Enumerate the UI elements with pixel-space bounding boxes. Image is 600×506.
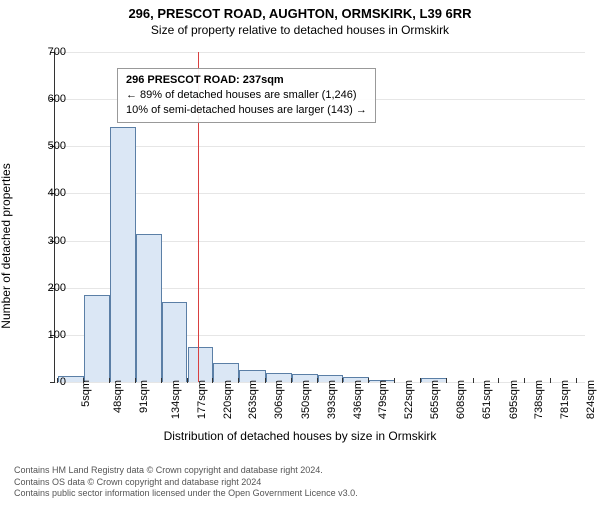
xtick-mark	[83, 378, 84, 383]
xtick-label: 350sqm	[300, 380, 312, 419]
xtick-mark	[420, 378, 421, 383]
footer-line: Contains HM Land Registry data © Crown c…	[14, 465, 358, 477]
histogram-bar	[110, 127, 136, 382]
xtick-label: 263sqm	[248, 380, 260, 419]
xtick-label: 522sqm	[404, 380, 416, 419]
info-line: 296 PRESCOT ROAD: 237sqm	[126, 73, 367, 88]
xtick-mark	[576, 378, 577, 383]
histogram-bar	[84, 295, 110, 382]
xtick-label: 436sqm	[352, 380, 364, 419]
ytick-label: 300	[26, 235, 66, 247]
x-axis-label: Distribution of detached houses by size …	[0, 429, 600, 443]
xtick-mark	[368, 378, 369, 383]
xtick-label: 651sqm	[481, 380, 493, 419]
xtick-mark	[238, 378, 239, 383]
xtick-label: 738sqm	[534, 380, 546, 419]
xtick-label: 695sqm	[508, 380, 520, 419]
xtick-label: 824sqm	[585, 380, 597, 419]
xtick-mark	[498, 378, 499, 383]
ytick-label: 200	[26, 282, 66, 294]
xtick-label: 608sqm	[455, 380, 467, 419]
xtick-mark	[109, 378, 110, 383]
xtick-label: 479sqm	[378, 380, 390, 419]
chart-subtitle: Size of property relative to detached ho…	[0, 23, 600, 37]
xtick-label: 48sqm	[112, 380, 124, 413]
xtick-label: 393sqm	[326, 380, 338, 419]
xtick-mark	[473, 378, 474, 383]
xtick-mark	[57, 378, 58, 383]
chart-container: 296, PRESCOT ROAD, AUGHTON, ORMSKIRK, L3…	[0, 6, 600, 506]
xtick-label: 134sqm	[170, 380, 182, 419]
xtick-label: 91sqm	[138, 380, 150, 413]
xtick-mark	[135, 378, 136, 383]
xtick-label: 565sqm	[429, 380, 441, 419]
xtick-mark	[187, 378, 188, 383]
y-axis-label: Number of detached properties	[0, 163, 13, 328]
footer-line: Contains public sector information licen…	[14, 488, 358, 500]
xtick-mark	[524, 378, 525, 383]
xtick-label: 5sqm	[80, 380, 92, 407]
xtick-label: 177sqm	[196, 380, 208, 419]
histogram-bar	[188, 347, 214, 382]
xtick-mark	[265, 378, 266, 383]
plot-area: 296 PRESCOT ROAD: 237sqm← 89% of detache…	[54, 52, 585, 383]
xtick-mark	[394, 378, 395, 383]
info-box: 296 PRESCOT ROAD: 237sqm← 89% of detache…	[117, 68, 376, 123]
xtick-label: 781sqm	[560, 380, 572, 419]
gridline	[55, 52, 585, 53]
xtick-mark	[212, 378, 213, 383]
xtick-mark	[317, 378, 318, 383]
xtick-mark	[342, 378, 343, 383]
info-line: ← 89% of detached houses are smaller (1,…	[126, 88, 367, 103]
footer-attribution: Contains HM Land Registry data © Crown c…	[14, 465, 358, 500]
histogram-bar	[136, 234, 162, 383]
ytick-label: 400	[26, 187, 66, 199]
xtick-mark	[550, 378, 551, 383]
chart-title: 296, PRESCOT ROAD, AUGHTON, ORMSKIRK, L3…	[0, 6, 600, 21]
footer-line: Contains OS data © Crown copyright and d…	[14, 477, 358, 489]
ytick-label: 700	[26, 46, 66, 58]
ytick-label: 0	[26, 376, 66, 388]
xtick-mark	[291, 378, 292, 383]
chart-area: Number of detached properties 296 PRESCO…	[0, 48, 600, 443]
xtick-mark	[161, 378, 162, 383]
xtick-label: 306sqm	[273, 380, 285, 419]
xtick-label: 220sqm	[222, 380, 234, 419]
ytick-label: 600	[26, 93, 66, 105]
ytick-label: 500	[26, 140, 66, 152]
histogram-bar	[162, 302, 188, 382]
ytick-label: 100	[26, 329, 66, 341]
xtick-mark	[446, 378, 447, 383]
info-line: 10% of semi-detached houses are larger (…	[126, 103, 367, 118]
